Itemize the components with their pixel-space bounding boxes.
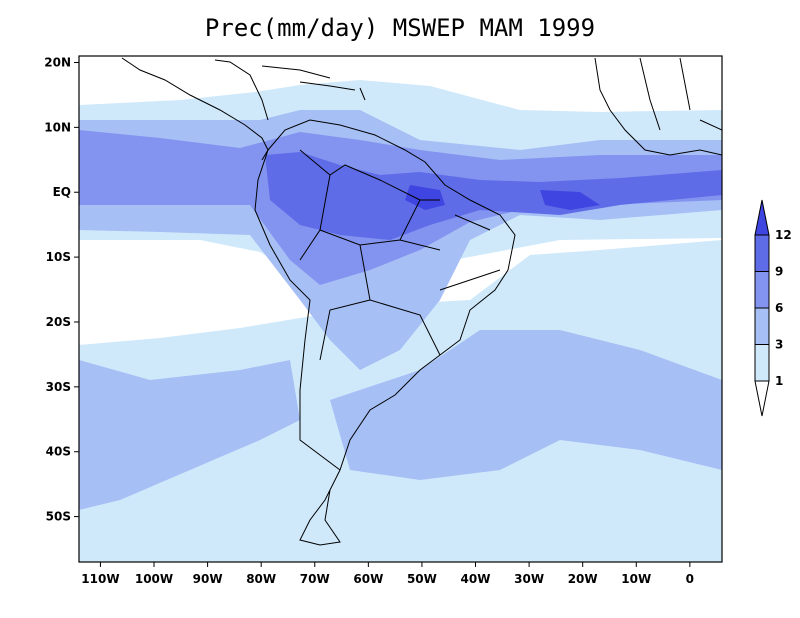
y-tick-label: 20S: [46, 315, 71, 329]
precip-mid-pacific-south: [79, 360, 300, 510]
caribbean-islands: [261, 65, 366, 101]
x-tick-label: 100W: [135, 572, 173, 586]
south-america-coast: [254, 119, 516, 546]
chart-title: Prec(mm/day) MSWEP MAM 1999: [204, 14, 596, 42]
y-tick-label: 40S: [46, 445, 71, 459]
colorbar-bin: [754, 271, 770, 309]
colorbar-level-label: 1: [775, 374, 783, 388]
x-tick-label: 20W: [568, 572, 598, 586]
x-tick-label: 0: [686, 572, 694, 586]
x-tick-label: 90W: [193, 572, 223, 586]
x-tick-label: 10W: [621, 572, 651, 586]
x-tick-label: 80W: [246, 572, 276, 586]
x-tick-label: 30W: [514, 572, 544, 586]
y-tick-label: 10N: [44, 120, 71, 134]
x-tick-label: 70W: [300, 572, 330, 586]
colorbar-bin: [754, 344, 770, 382]
colorbar: 1 3 6 9 12: [754, 199, 792, 417]
colorbar-level-label: 9: [775, 265, 783, 279]
y-tick-label: 10S: [46, 250, 71, 264]
colorbar-level-label: 6: [775, 301, 783, 315]
colorbar-bin: [754, 307, 770, 345]
colorbar-level-label: 3: [775, 338, 783, 352]
x-axis: 110W 100W 90W 80W 70W 60W 50W 40W 30W 20W 10W 0: [81, 562, 694, 586]
precip-extreme-core: [405, 185, 445, 210]
africa-coast: [594, 57, 722, 156]
x-tick-label: 110W: [81, 572, 119, 586]
precip-extreme-east: [540, 190, 600, 210]
plot-frame: [78, 55, 723, 563]
country-borders: [299, 149, 501, 361]
precip-heavy-core: [265, 152, 722, 240]
colorbar-bottom-triangle: [754, 380, 770, 417]
colorbar-bin: [754, 234, 770, 272]
x-tick-label: 60W: [353, 572, 383, 586]
colorbar-level-label: 12: [775, 228, 792, 242]
y-tick-label: 30S: [46, 380, 71, 394]
colorbar-top-triangle: [754, 199, 770, 236]
y-axis: 20N 10N EQ 10S 20S 30S 40S 50S: [44, 55, 79, 524]
y-tick-label: 50S: [46, 510, 71, 524]
precip-mid-atlantic-south: [330, 330, 722, 480]
y-tick-label: 20N: [44, 55, 71, 69]
coastlines: [121, 57, 722, 546]
x-tick-label: 40W: [461, 572, 491, 586]
central-america-coast: [121, 57, 269, 161]
y-tick-label: EQ: [53, 185, 71, 199]
x-tick-label: 50W: [407, 572, 437, 586]
